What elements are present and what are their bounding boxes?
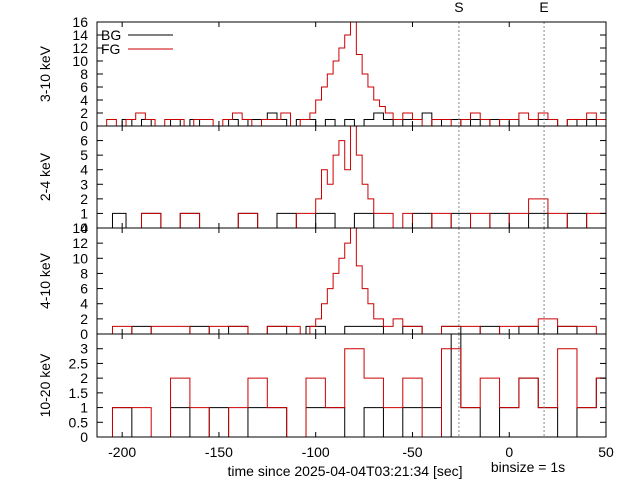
y-tick-label-panel-4: 2 (80, 370, 88, 386)
panel-frame-1 (96, 21, 607, 127)
y-tick-label-panel-2: 6 (80, 133, 88, 149)
y-axis-title-panel-2: 2-4 keV (37, 152, 53, 201)
y-tick-label-panel-2: 0 (80, 220, 88, 236)
y-tick-label-panel-3: 2 (80, 311, 88, 327)
y-tick-label-panel-3: 12 (72, 235, 88, 251)
y-tick-label-panel-1: 14 (72, 27, 88, 43)
panel-frame-3 (96, 227, 607, 335)
y-tick-label-panel-2: 5 (80, 147, 88, 163)
y-tick-label-panel-1: 12 (72, 40, 88, 56)
y-tick-label-panel-1: 0 (80, 118, 88, 134)
marker-label-s: S (454, 0, 463, 15)
y-tick-label-panel-4: 2.5 (69, 355, 89, 371)
marker-label-e: E (539, 0, 548, 15)
series-line-fg-panel-2 (97, 125, 607, 229)
panel-frame-4 (96, 333, 607, 438)
y-tick-label-panel-1: 16 (72, 14, 88, 30)
y-tick-label-panel-3: 10 (72, 250, 88, 266)
x-axis-title: time since 2025-04-04T03:21:34 [sec] (227, 463, 462, 479)
series-line-fg-panel-1 (97, 21, 607, 127)
x-tick-label: -50 (402, 444, 422, 460)
series-line-bg-panel-3 (97, 325, 607, 335)
y-tick-label-panel-1: 4 (80, 92, 88, 108)
x-tick-label: 0 (505, 444, 513, 460)
y-axis-title-panel-3: 4-10 keV (37, 252, 53, 309)
y-tick-label-panel-3: 14 (72, 220, 88, 236)
series-line-bg-panel-4 (97, 333, 607, 438)
panel-4: 00.511.522.53 10-20 keV (37, 333, 607, 445)
legend-label-bg: BG (101, 27, 121, 43)
y-tick-label-panel-4: 0.5 (69, 414, 89, 430)
y-tick-label-panel-4: 1.5 (69, 385, 89, 401)
marker-labels: S E (454, 0, 548, 15)
y-tick-label-panel-1: 2 (80, 105, 88, 121)
y-tick-label-panel-4: 1 (80, 400, 88, 416)
y-tick-label-panel-2: 2 (80, 191, 88, 207)
legend-label-fg: FG (101, 41, 120, 57)
x-tick-label: -150 (205, 444, 233, 460)
x-tick-labels: -200 -150 -100 -50 0 50 (108, 444, 614, 460)
y-tick-label-panel-2: 4 (80, 162, 88, 178)
y-tick-label-panel-3: 6 (80, 281, 88, 297)
x-tick-label: -100 (302, 444, 330, 460)
y-tick-label-panel-1: 6 (80, 79, 88, 95)
series-line-fg-panel-3 (97, 227, 607, 335)
binsize-label: binsize = 1s (491, 459, 565, 475)
panel-frame-2 (96, 125, 607, 229)
y-tick-label-panel-3: 8 (80, 265, 88, 281)
y-axis-title-panel-4: 10-20 keV (37, 353, 53, 417)
y-tick-label-panel-2: 3 (80, 176, 88, 192)
y-tick-label-panel-3: 0 (80, 326, 88, 342)
y-axis-title-panel-1: 3-10 keV (37, 45, 53, 102)
x-tick-label: 50 (598, 444, 614, 460)
series-line-fg-panel-4 (97, 348, 607, 438)
x-tick-label: -200 (108, 444, 136, 460)
y-tick-label-panel-1: 10 (72, 53, 88, 69)
legend: BG FG (101, 27, 173, 57)
y-tick-label-panel-4: 3 (80, 341, 88, 357)
y-tick-label-panel-3: 4 (80, 296, 88, 312)
y-tick-label-panel-1: 8 (80, 66, 88, 82)
y-tick-label-panel-2: 1 (80, 205, 88, 221)
series-line-bg-panel-2 (97, 212, 607, 229)
y-tick-label-panel-4: 0 (80, 429, 88, 445)
